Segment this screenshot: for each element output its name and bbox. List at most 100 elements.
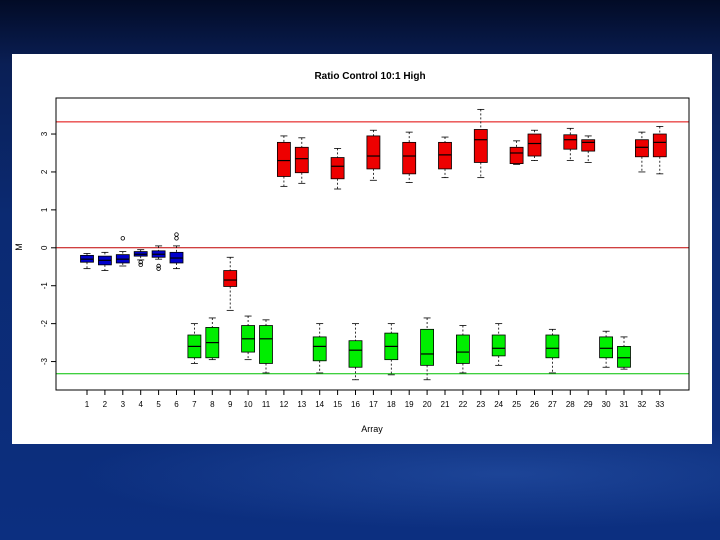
box-iqr <box>366 135 381 170</box>
box-iqr <box>509 146 524 165</box>
outlier-point <box>120 236 125 241</box>
x-tick-label: 8 <box>210 400 215 409</box>
box-group <box>98 251 112 271</box>
y-tick-label: 3 <box>40 131 49 136</box>
box-group <box>473 108 488 179</box>
y-tick-label: -1 <box>40 282 49 290</box>
plot-frame <box>55 97 690 391</box>
x-tick-label: 5 <box>156 400 161 409</box>
box-iqr <box>473 129 488 163</box>
box-group <box>617 336 631 370</box>
x-tick-label: 16 <box>351 400 360 409</box>
box-group <box>635 131 649 173</box>
box-group <box>294 137 309 184</box>
x-tick-label: 12 <box>279 400 288 409</box>
box-group <box>151 245 166 271</box>
x-tick-label: 19 <box>405 400 414 409</box>
box-iqr <box>402 141 417 175</box>
outlier-point <box>138 260 143 265</box>
y-tick-label: -2 <box>40 320 49 328</box>
box-group <box>599 330 613 368</box>
box-group <box>563 127 578 161</box>
outlier-point <box>156 266 161 271</box>
x-tick-label: 9 <box>228 400 233 409</box>
box-group <box>312 323 327 374</box>
x-tick-label: 1 <box>85 400 90 409</box>
x-tick-label: 2 <box>103 400 108 409</box>
y-tick-label: 2 <box>40 169 49 174</box>
box-iqr <box>223 270 238 287</box>
box-iqr <box>312 336 327 362</box>
box-group <box>169 232 184 270</box>
box-iqr <box>545 334 560 359</box>
box-iqr <box>563 134 578 150</box>
box-group <box>348 323 363 381</box>
box-group <box>545 328 560 374</box>
box-group <box>491 323 506 366</box>
x-tick-label: 29 <box>584 400 593 409</box>
box-group <box>80 253 94 270</box>
box-group <box>527 129 542 161</box>
x-tick-label: 4 <box>138 400 143 409</box>
box-group <box>581 135 596 163</box>
box-group <box>402 131 417 183</box>
x-tick-label: 18 <box>387 400 396 409</box>
x-tick-label: 28 <box>566 400 575 409</box>
box-group <box>259 319 273 374</box>
x-tick-label: 33 <box>655 400 664 409</box>
box-group <box>223 256 238 311</box>
box-iqr <box>652 133 667 158</box>
box-group <box>205 317 220 361</box>
x-tick-label: 30 <box>602 400 611 409</box>
box-group <box>115 236 130 267</box>
x-tick-label: 14 <box>315 400 324 409</box>
x-tick-label: 11 <box>262 400 271 409</box>
box-iqr <box>348 340 363 368</box>
box-group <box>187 323 202 364</box>
y-axis-label: M <box>14 243 24 251</box>
x-tick-label: 17 <box>369 400 378 409</box>
x-tick-label: 10 <box>244 400 253 409</box>
box-iqr <box>420 328 435 366</box>
x-tick-label: 24 <box>494 400 503 409</box>
box-group <box>241 315 256 361</box>
box-iqr <box>491 334 506 357</box>
x-tick-label: 3 <box>121 400 126 409</box>
x-tick-label: 15 <box>333 400 342 409</box>
box-group <box>133 249 148 268</box>
box-group <box>384 323 399 376</box>
x-tick-label: 31 <box>620 400 629 409</box>
x-axis-label: Array <box>361 424 383 434</box>
box-iqr <box>527 133 542 157</box>
box-group <box>652 126 667 175</box>
box-iqr <box>455 334 470 364</box>
box-group <box>420 317 435 381</box>
x-tick-label: 6 <box>174 400 179 409</box>
outlier-point <box>156 263 161 269</box>
outlier-point <box>174 232 179 237</box>
x-tick-label: 7 <box>192 400 197 409</box>
box-iqr <box>294 146 309 174</box>
box-iqr <box>259 325 273 364</box>
outlier-point <box>138 262 143 268</box>
box-iqr <box>581 139 596 152</box>
box-iqr <box>599 336 613 359</box>
slide-background-swoosh <box>0 430 720 540</box>
box-group <box>455 325 470 374</box>
y-tick-label: 0 <box>40 245 49 250</box>
x-tick-label: 13 <box>297 400 306 409</box>
box-iqr <box>617 345 631 368</box>
x-tick-label: 26 <box>530 400 539 409</box>
x-tick-label: 23 <box>476 400 485 409</box>
box-group <box>330 148 345 190</box>
x-tick-label: 25 <box>512 400 521 409</box>
box-iqr <box>330 157 345 180</box>
x-tick-label: 21 <box>441 400 450 409</box>
box-group <box>366 129 381 181</box>
x-tick-label: 32 <box>637 400 646 409</box>
chart-title: Ratio Control 10:1 High <box>314 71 425 82</box>
x-tick-label: 22 <box>458 400 467 409</box>
y-tick-label: 1 <box>40 207 49 212</box>
box-group <box>509 140 524 165</box>
box-group <box>276 135 291 187</box>
